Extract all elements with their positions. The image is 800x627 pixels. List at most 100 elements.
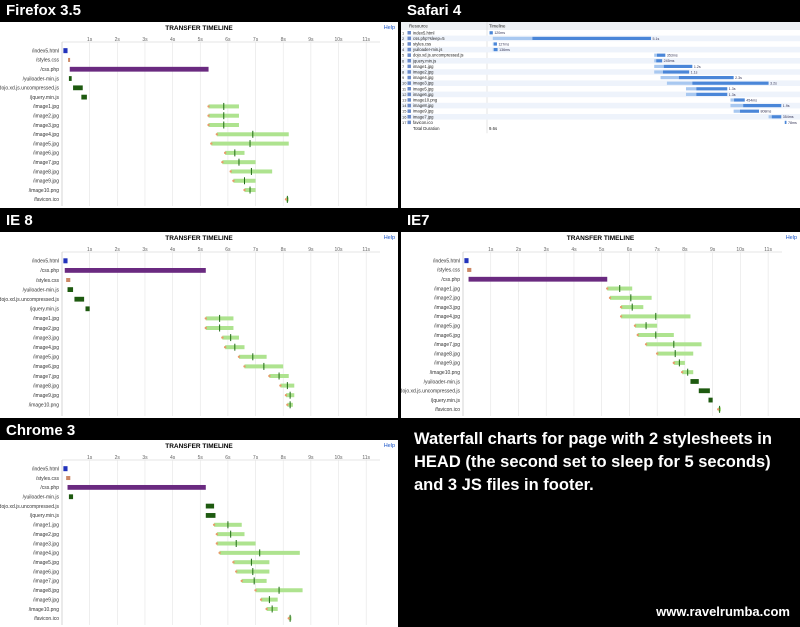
waterfall-chart-firefox: TRANSFER TIMELINE Help 1s 2s 3s 4s 5s 6s 7s 8s 9s 1…: [0, 22, 398, 208]
tick-label: 9s: [710, 247, 716, 253]
file-icon: [407, 92, 411, 97]
bar: [464, 258, 469, 264]
bar: [734, 98, 745, 102]
bar-start-dot: [286, 403, 289, 406]
tick-label: 3s: [142, 455, 148, 461]
file-icon: [407, 36, 411, 41]
file-icon: [407, 64, 411, 69]
row-label: image1.jpg: [413, 64, 434, 69]
row-label: yuiloader-min.js: [413, 47, 442, 52]
file-icon: [407, 31, 411, 35]
duration-label: 1.3s: [729, 93, 736, 97]
row-label: /image1.jpg: [33, 523, 59, 529]
help-link[interactable]: Help: [384, 235, 395, 241]
bar: [662, 70, 690, 74]
tick-label: 1s: [488, 247, 494, 253]
row-label: /image3.jpg: [33, 541, 59, 547]
row-label: /image9.jpg: [33, 597, 59, 603]
row-label: /image3.jpg: [33, 123, 59, 129]
tick-label: 10s: [736, 247, 745, 253]
help-link[interactable]: Help: [786, 235, 797, 241]
row-number: 14: [402, 103, 407, 108]
panel-chrome: Chrome 3 TRANSFER TIMELINE Help 1s 2s 3s 4s 5s…: [0, 420, 398, 627]
row-label: /image7.jpg: [33, 160, 59, 166]
bar-start-dot: [210, 142, 213, 145]
row-label: image8.jpg: [413, 103, 434, 108]
bar: [64, 268, 206, 273]
bar-start-dot: [240, 579, 243, 583]
tick-label: 9s: [308, 247, 314, 253]
tick-label: 11s: [362, 455, 370, 461]
row-number: 5: [402, 53, 405, 58]
bar-wait: [654, 53, 657, 57]
row-label: /image2.jpg: [33, 326, 59, 332]
row-label: /image1.jpg: [434, 286, 460, 292]
row-number: 16: [402, 114, 407, 119]
row-label: styles.css: [413, 42, 431, 47]
row-label: index5.html: [413, 30, 434, 35]
row-label: /dojo.xd.js.uncompressed.js: [401, 389, 460, 395]
row-label: /index5.html: [32, 466, 59, 472]
chart-title: TRANSFER TIMELINE: [165, 25, 233, 32]
tick-label: 6s: [225, 455, 231, 461]
duration-label: 245ms: [664, 59, 675, 63]
row-label: /image9.jpg: [33, 393, 59, 399]
row-label: /image7.jpg: [33, 579, 59, 585]
bar-start-dot: [204, 326, 207, 330]
bar-start-dot: [636, 333, 639, 337]
bar: [663, 64, 693, 68]
tick-label: 4s: [170, 37, 176, 43]
tick-label: 10s: [334, 37, 343, 43]
tick-label: 6s: [225, 247, 231, 253]
bar: [532, 36, 652, 40]
panel-title: Firefox 3.5: [6, 2, 82, 19]
bar-start-dot: [232, 561, 235, 564]
bar-start-dot: [265, 607, 268, 611]
row-label: /image4.jpg: [33, 345, 59, 351]
bar-start-dot: [655, 352, 659, 355]
bar-wait: [730, 104, 744, 108]
row-number: 7: [402, 64, 405, 69]
tick-label: 4s: [571, 247, 577, 253]
bar-wait: [654, 59, 657, 63]
total-duration-label: Total Duration: [413, 126, 440, 131]
row-label: /image9.jpg: [434, 361, 460, 367]
bar: [698, 388, 710, 394]
bar-start-dot: [287, 617, 290, 620]
panel-safari: Safari 4 Resource Timeline 1 index5.html 120…: [401, 0, 800, 208]
row-label: /image5.jpg: [33, 560, 59, 566]
bar-wait: [660, 76, 679, 80]
bar-start-dot: [644, 343, 648, 346]
help-link[interactable]: Help: [384, 25, 395, 31]
row-number: 9: [402, 75, 405, 80]
bar: [656, 59, 663, 63]
tick-label: 10s: [334, 247, 343, 253]
row-label: /index5.html: [32, 48, 59, 54]
row-stripe: [401, 46, 800, 53]
row-number: 2: [402, 36, 405, 41]
bar-start-dot: [235, 570, 238, 573]
duration-label: 454ms: [746, 98, 757, 102]
tick-label: 1s: [87, 455, 93, 461]
row-label: /dojo.xd.js.uncompressed.js: [0, 297, 59, 303]
help-link[interactable]: Help: [384, 443, 395, 449]
bar-start-dot: [215, 532, 219, 536]
bar-start-dot: [254, 589, 257, 592]
row-label: /image2.jpg: [33, 532, 59, 538]
row-number: 6: [402, 58, 405, 63]
row-label: /image4.jpg: [434, 314, 460, 320]
row-label: /image8.jpg: [33, 169, 59, 175]
bar: [63, 258, 68, 264]
row-label: /image7.jpg: [33, 374, 59, 380]
row-stripe: [401, 58, 800, 64]
tick-label: 6s: [225, 37, 231, 43]
row-label: css.php?sleep=5: [413, 36, 445, 41]
bar: [81, 94, 87, 100]
row-label: /image2.jpg: [33, 114, 59, 120]
tick-label: 11s: [362, 37, 370, 43]
bar-start-dot: [717, 408, 720, 411]
row-number: 8: [402, 70, 405, 75]
row-label: /image4.jpg: [33, 132, 59, 138]
bar-start-dot: [221, 160, 224, 164]
duration-label: 354ms: [783, 115, 794, 119]
